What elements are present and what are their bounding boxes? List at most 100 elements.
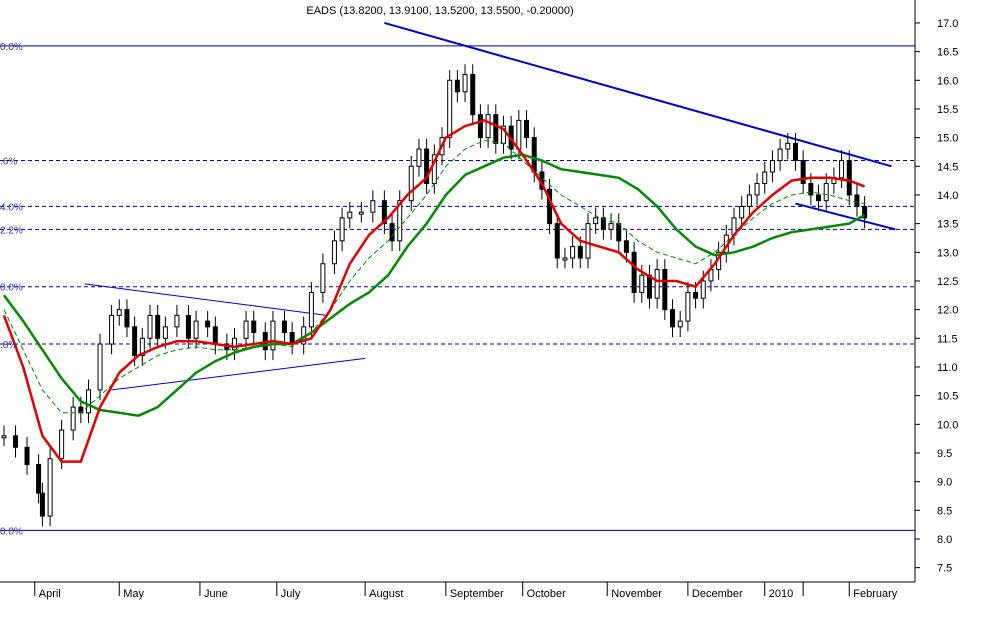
candle-body (862, 205, 868, 219)
candle-body (654, 268, 660, 299)
y-tick-label: 17.0 (937, 18, 958, 30)
y-tick-label: 13.5 (937, 219, 958, 231)
candle-body (116, 309, 122, 316)
candle-body (662, 268, 668, 311)
candle-body (493, 114, 499, 144)
candle-body (162, 326, 168, 339)
candle-body (524, 119, 530, 139)
candle-body (616, 223, 622, 242)
candle-body (800, 160, 806, 184)
candle-body (792, 142, 798, 162)
trendline (384, 21, 892, 168)
y-tick-label: 8.0 (937, 534, 952, 546)
candle-body (109, 314, 115, 345)
candle-body (86, 389, 92, 414)
chart-title: EADS (13.8200, 13.9100, 13.5200, 13.5500… (306, 5, 573, 17)
fib-level-lines (0, 45, 915, 531)
candle-body (24, 446, 30, 465)
fib-level-label: 0.0% (0, 526, 23, 537)
candle-body (562, 257, 568, 261)
x-tick-label: September (450, 588, 504, 600)
candle-body (251, 320, 257, 334)
candle-body (769, 160, 775, 173)
candle-body (205, 320, 211, 328)
candle-body (585, 223, 591, 259)
candle-body (59, 429, 65, 460)
y-tick-label: 7.5 (937, 563, 952, 575)
trendline (84, 283, 327, 316)
candle-body (462, 74, 468, 93)
candle-body (823, 182, 829, 202)
candle-body (577, 246, 583, 259)
x-tick-label: 2010 (769, 588, 793, 600)
candle-body (454, 79, 460, 93)
candle-body (600, 217, 606, 230)
candle-body (36, 463, 42, 494)
moving-averages (2, 119, 866, 463)
candle-body (132, 326, 138, 357)
candle-body (193, 320, 199, 339)
axes (0, 0, 916, 583)
candle-body (408, 165, 414, 202)
candle-body (13, 435, 19, 448)
y-axis-ticks: 7.5 8.0 8.5 9.0 9.5 10.0 10.5 11.0 11.5 12.0 12.5 1… (915, 18, 958, 575)
candle-body (670, 309, 676, 328)
candle-body (623, 240, 629, 253)
candle-body (347, 211, 353, 219)
y-tick-label: 14.0 (937, 190, 958, 202)
x-tick-label: June (204, 588, 228, 600)
candle-body (139, 337, 145, 357)
candle-body (693, 291, 699, 299)
x-tick-label: October (527, 588, 566, 600)
candle-body (531, 137, 537, 173)
candle-body (124, 309, 130, 328)
candle-body (639, 274, 645, 293)
candle-body (700, 280, 706, 299)
candle-body (212, 326, 218, 345)
trendline (111, 357, 366, 391)
sma-short-line (2, 119, 866, 463)
candle-body (270, 320, 276, 351)
candle-body (846, 160, 852, 196)
fib-level-label: .6% (0, 157, 17, 168)
y-tick-label: 14.5 (937, 161, 958, 173)
fib-level-label: 4.0% (0, 202, 23, 213)
candle-body (308, 291, 314, 328)
candle-body (608, 223, 614, 230)
candle-body (97, 343, 103, 391)
x-axis-ticks: April May June July August September October No… (34, 582, 898, 600)
candle-body (854, 194, 860, 207)
y-tick-label: 12.0 (937, 305, 958, 317)
candle-body (70, 406, 76, 431)
y-tick-label: 12.5 (937, 276, 958, 288)
candle-body (424, 148, 430, 184)
candle-body (754, 182, 760, 196)
fib-labels: 0.0% .6% 4.0% 2.2% 0.0% .8% 0.0% (0, 42, 23, 538)
candle-body (370, 200, 376, 213)
fib-level-label: .8% (0, 340, 17, 351)
x-tick-label: July (281, 588, 301, 600)
candle-body (243, 320, 249, 339)
x-tick-label: August (369, 588, 403, 600)
candle-body (1, 435, 7, 439)
y-tick-label: 16.5 (937, 47, 958, 59)
y-tick-label: 13.0 (937, 247, 958, 259)
y-tick-label: 11.5 (937, 333, 958, 345)
candle-body (155, 314, 161, 339)
candle-body (174, 314, 180, 328)
x-tick-label: December (692, 588, 743, 600)
candle-body (39, 492, 45, 517)
y-tick-label: 15.5 (937, 104, 958, 116)
candle-body (554, 223, 560, 259)
y-tick-label: 9.5 (937, 448, 952, 460)
candle-body (777, 148, 783, 162)
candle-body (816, 194, 822, 202)
candle-body (477, 114, 483, 139)
candle-body (677, 320, 683, 328)
sma-long-line (2, 153, 866, 417)
x-tick-label: May (123, 588, 144, 600)
candle-body (685, 291, 691, 322)
